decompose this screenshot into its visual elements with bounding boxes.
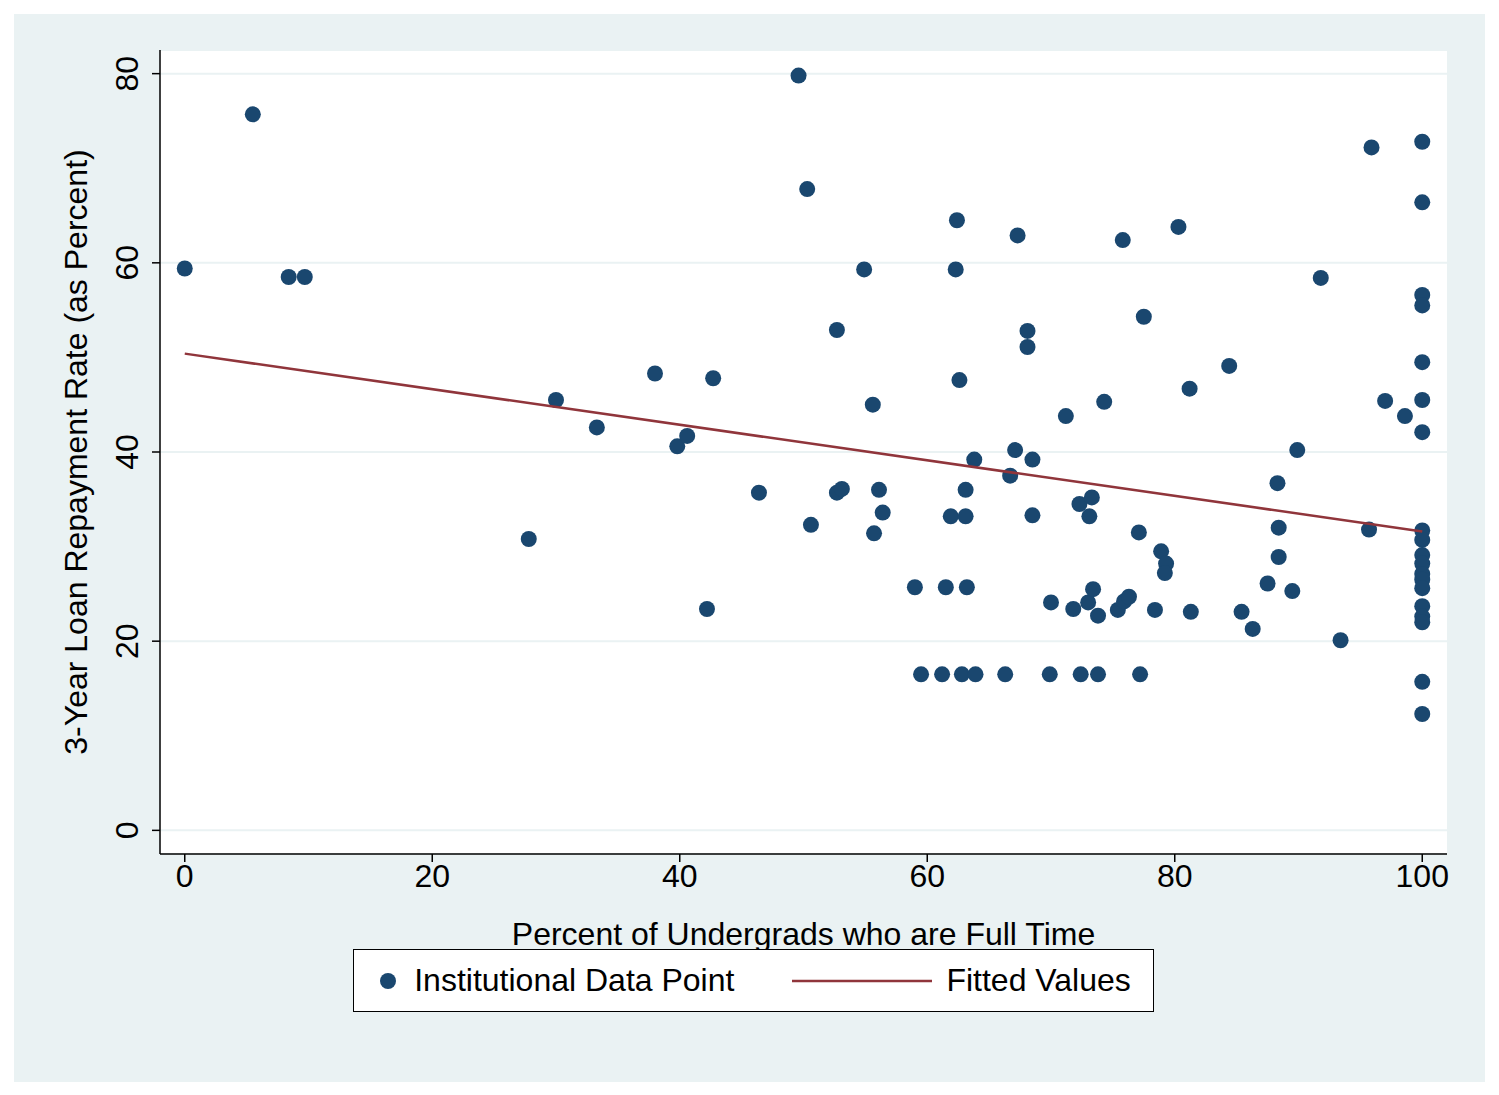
svg-text:0: 0 bbox=[176, 858, 194, 894]
svg-text:80: 80 bbox=[1157, 858, 1193, 894]
svg-text:100: 100 bbox=[1396, 858, 1449, 894]
svg-text:80: 80 bbox=[109, 56, 145, 92]
svg-text:Percent of Undergrads who are: Percent of Undergrads who are Full Time bbox=[512, 916, 1095, 952]
svg-text:60: 60 bbox=[909, 858, 945, 894]
svg-text:3-Year Loan Repayment Rate (as: 3-Year Loan Repayment Rate (as Percent) bbox=[58, 149, 94, 754]
svg-text:40: 40 bbox=[662, 858, 698, 894]
svg-text:60: 60 bbox=[109, 245, 145, 281]
html-text:Institutional Data Point: Institutional Data Point bbox=[414, 962, 735, 998]
svg-text:20: 20 bbox=[414, 858, 450, 894]
svg-text:0: 0 bbox=[109, 821, 145, 839]
svg-text:20: 20 bbox=[109, 623, 145, 659]
svg-text:40: 40 bbox=[109, 434, 145, 470]
html-text:Fitted Values: Fitted Values bbox=[946, 962, 1131, 998]
